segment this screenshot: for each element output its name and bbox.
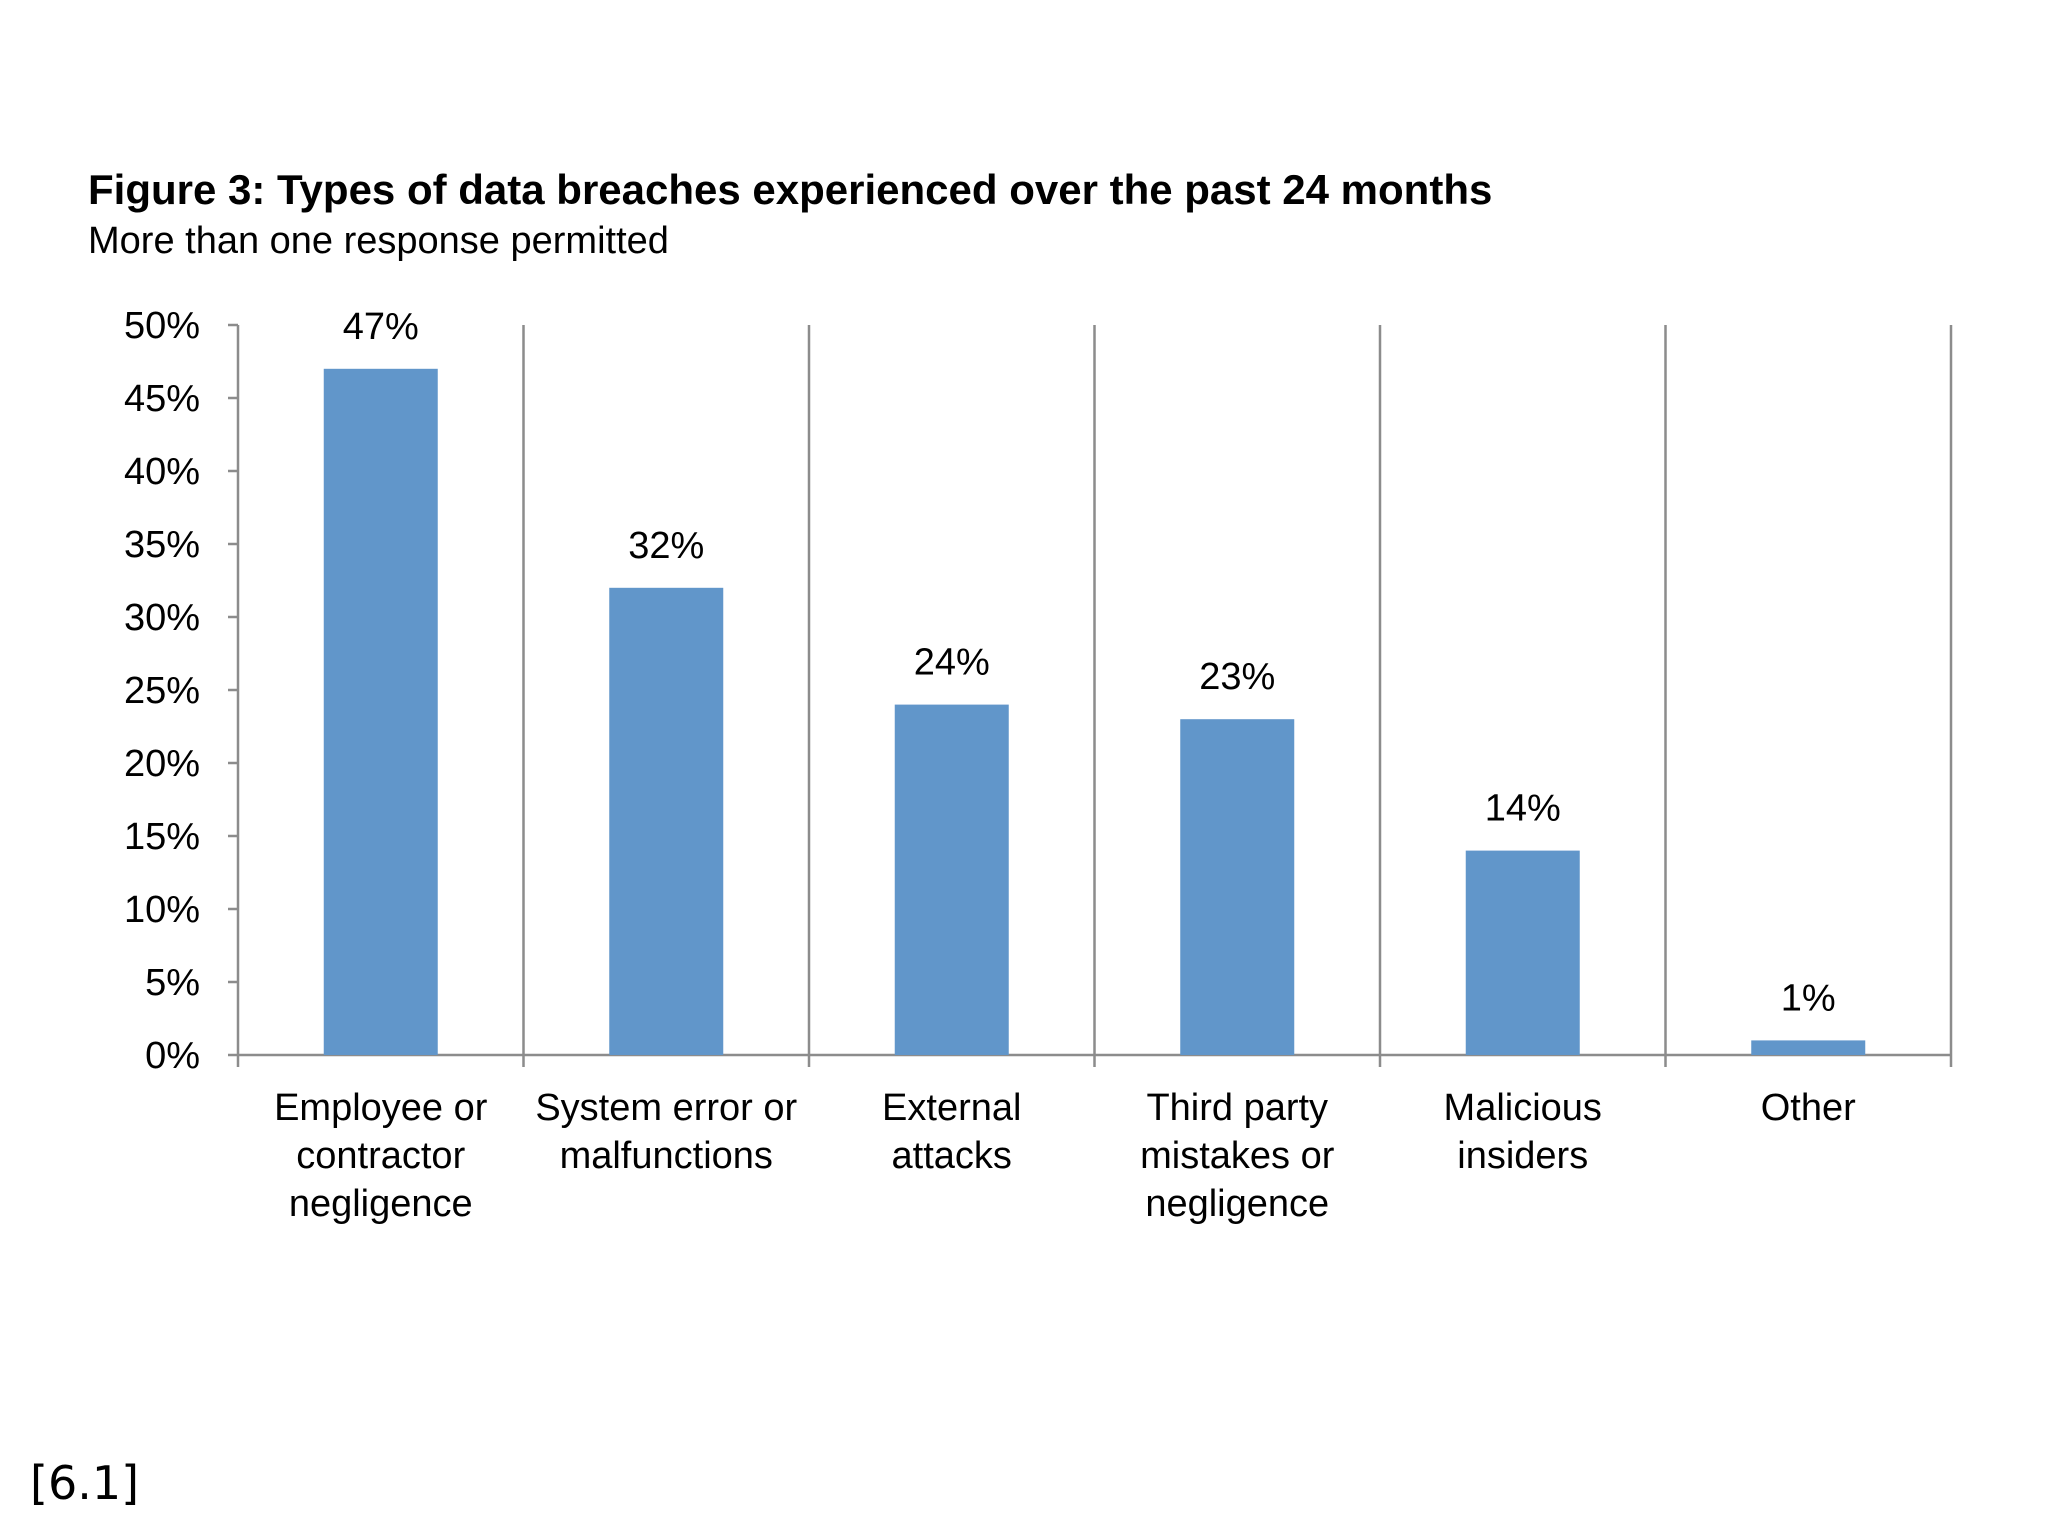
bar: [609, 587, 724, 1055]
category-label: External attacks: [882, 1087, 1021, 1177]
category-label-line: Employee or: [274, 1087, 488, 1129]
data-label: 24%: [914, 642, 990, 684]
category-label: System error or malfunctions: [535, 1087, 797, 1177]
chart-subtitle: More than one response permitted: [88, 220, 669, 262]
data-label: 32%: [628, 525, 704, 567]
y-tick-label: 5%: [145, 962, 200, 1004]
category-label-line: Malicious: [1444, 1087, 1602, 1129]
data-label: 14%: [1485, 788, 1561, 830]
category-label: Other: [1761, 1087, 1856, 1129]
category-label-line: mistakes or: [1140, 1135, 1335, 1177]
y-tick-label: 15%: [124, 816, 200, 858]
y-tick-label: 45%: [124, 378, 200, 420]
category-label-line: System error or: [535, 1087, 797, 1129]
category-label-line: contractor: [296, 1135, 465, 1177]
bar: [1465, 850, 1580, 1055]
bar: [1751, 1040, 1866, 1055]
category-label-line: negligence: [1145, 1183, 1329, 1225]
category-label-line: Third party: [1146, 1087, 1328, 1129]
category-label: Third party mistakes or negligence: [1140, 1087, 1335, 1225]
page-reference: [6.1]: [30, 1456, 140, 1510]
y-tick-label: 50%: [124, 305, 200, 347]
bar: [1180, 719, 1295, 1055]
y-tick-label: 20%: [124, 743, 200, 785]
y-tick-label: 40%: [124, 451, 200, 493]
data-label: 23%: [1199, 656, 1275, 698]
chart-title: Figure 3: Types of data breaches experie…: [88, 166, 1493, 213]
category-label-line: malfunctions: [560, 1135, 773, 1177]
category-label: Employee or contractor negligence: [274, 1087, 488, 1225]
y-tick-label: 0%: [145, 1035, 200, 1077]
category-label-line: External: [882, 1087, 1021, 1129]
data-label: 47%: [343, 306, 419, 348]
bar: [323, 368, 438, 1055]
data-label: 1%: [1781, 977, 1836, 1019]
category-label-line: attacks: [892, 1135, 1012, 1177]
category-label-line: insiders: [1457, 1135, 1588, 1177]
bar: [894, 704, 1009, 1055]
y-tick-label: 25%: [124, 670, 200, 712]
y-tick-label: 10%: [124, 889, 200, 931]
y-tick-label: 30%: [124, 597, 200, 639]
category-label-line: Other: [1761, 1087, 1856, 1129]
y-tick-label: 35%: [124, 524, 200, 566]
category-label: Malicious insiders: [1444, 1087, 1602, 1177]
category-label-line: negligence: [289, 1183, 473, 1225]
